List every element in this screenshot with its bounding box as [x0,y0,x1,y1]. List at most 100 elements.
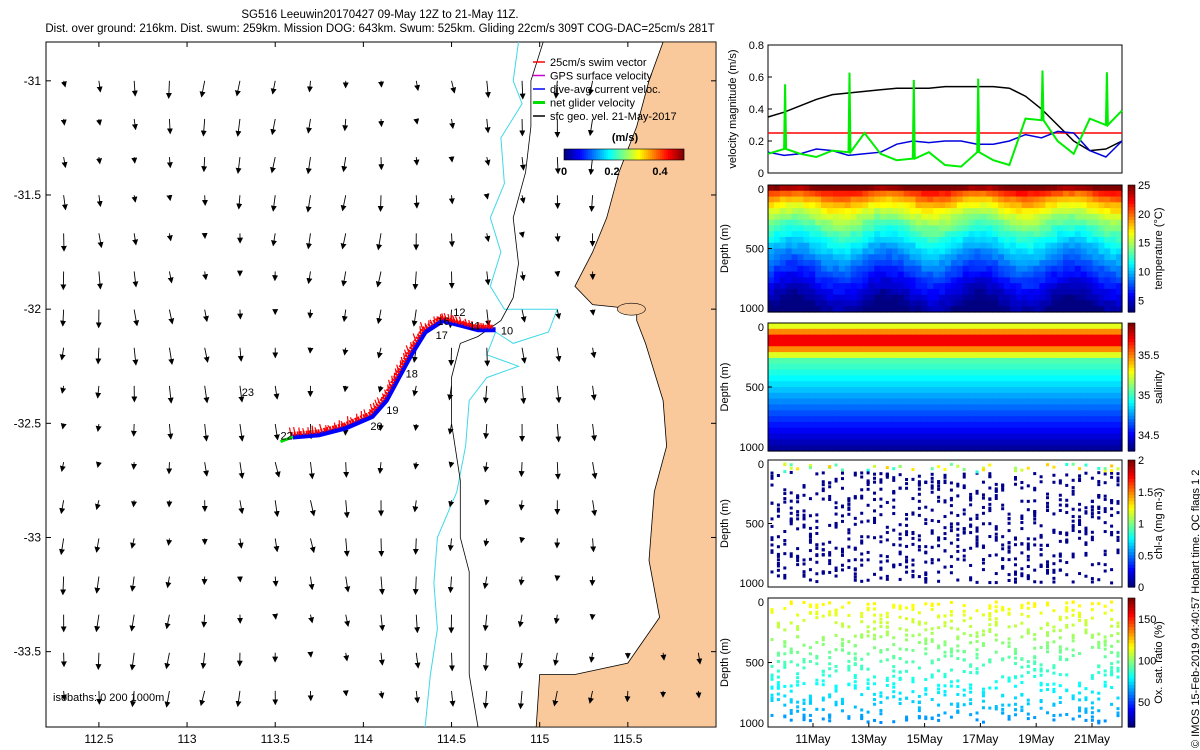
section-point [917,706,921,710]
section-cell [1092,416,1099,423]
section-cell [821,387,828,394]
section-point [949,496,953,500]
section-cell [927,352,934,359]
section-point [1001,703,1005,707]
section-cell [850,265,858,273]
section-cell [773,288,781,296]
section-point [776,503,780,507]
section-cell [1015,219,1023,227]
section-cell [992,242,999,250]
section-colorbar-cell [1128,688,1135,693]
section-point [1071,524,1075,528]
section-cell [1092,190,1099,198]
section-cell [844,363,852,371]
section-point [981,511,985,515]
section-cell [844,387,852,394]
section-point [969,641,973,645]
section-cell [945,363,952,371]
section-point [796,650,800,654]
section-cell [856,381,863,388]
section-cell [1086,236,1094,244]
section-cell [945,271,952,278]
section-point [1046,646,1050,650]
section-cell [1004,202,1011,209]
section-cell [1086,340,1094,347]
section-point [1052,576,1056,580]
section-cell [986,387,993,394]
day-label: 11 [469,321,480,333]
current-vector [202,729,204,745]
section-cell [797,277,804,284]
section-cell [897,254,905,261]
section-point [834,525,838,529]
section-cell [933,185,940,192]
section-cell [909,265,917,273]
section-point [808,557,812,561]
map-colorbar-cell [582,149,585,160]
section-cell [998,334,1005,342]
section-point [815,543,819,547]
section-cell [956,190,964,198]
section-cell [1027,381,1035,388]
swim-vector [419,325,422,334]
section-cell [1057,225,1064,232]
section-point [956,685,960,689]
section-point [1058,684,1062,688]
section-point [789,491,793,495]
section-point [930,545,934,549]
swim-vector [307,427,310,434]
section-point [1090,645,1094,649]
section-point [1071,633,1075,637]
section-cell [1004,340,1011,347]
section-point [949,564,953,568]
section-cell [1080,208,1088,215]
section-cell [809,294,816,302]
section-cell [1039,387,1046,394]
section-point [1039,564,1043,568]
section-cell [992,300,999,307]
section-cell [1063,392,1070,400]
section-point [930,717,934,721]
section-point [873,627,877,631]
section-cell [897,260,905,267]
section-cell [927,231,934,238]
section-cell [968,352,976,359]
current-vector [450,80,457,94]
section-cell [986,277,993,284]
section-cell [1051,398,1058,406]
section-cell [1045,352,1052,359]
section-point [1110,662,1114,666]
section-cell [815,185,822,192]
section-point [892,543,896,547]
section-cell [773,387,781,394]
section-cell [915,328,922,336]
section-point [1020,693,1024,697]
section-point [975,656,979,660]
section-cell [1086,242,1094,250]
section-cell [1051,306,1058,313]
section-cell [1116,271,1123,278]
section-cell [880,190,887,198]
map-colorbar-cell [654,149,657,160]
section-point [892,669,896,673]
section-point [802,493,806,497]
section-point [988,535,992,539]
section-cell [838,392,846,400]
section-cell [1004,328,1011,336]
section-colorbar-cell [1128,329,1135,334]
section-cell [1027,392,1035,400]
section-point [917,641,921,645]
section-point [892,685,896,689]
section-point [1090,563,1094,567]
section-point [828,656,832,660]
section-point [1020,709,1024,713]
section-point [905,606,909,610]
section-cell [1004,363,1011,371]
section-point [770,686,774,690]
section-cell [933,288,940,296]
current-vector [660,652,667,661]
current-vector [485,309,492,327]
current-vector [588,690,594,704]
section-cell [1068,208,1076,215]
section-cell [779,328,787,336]
